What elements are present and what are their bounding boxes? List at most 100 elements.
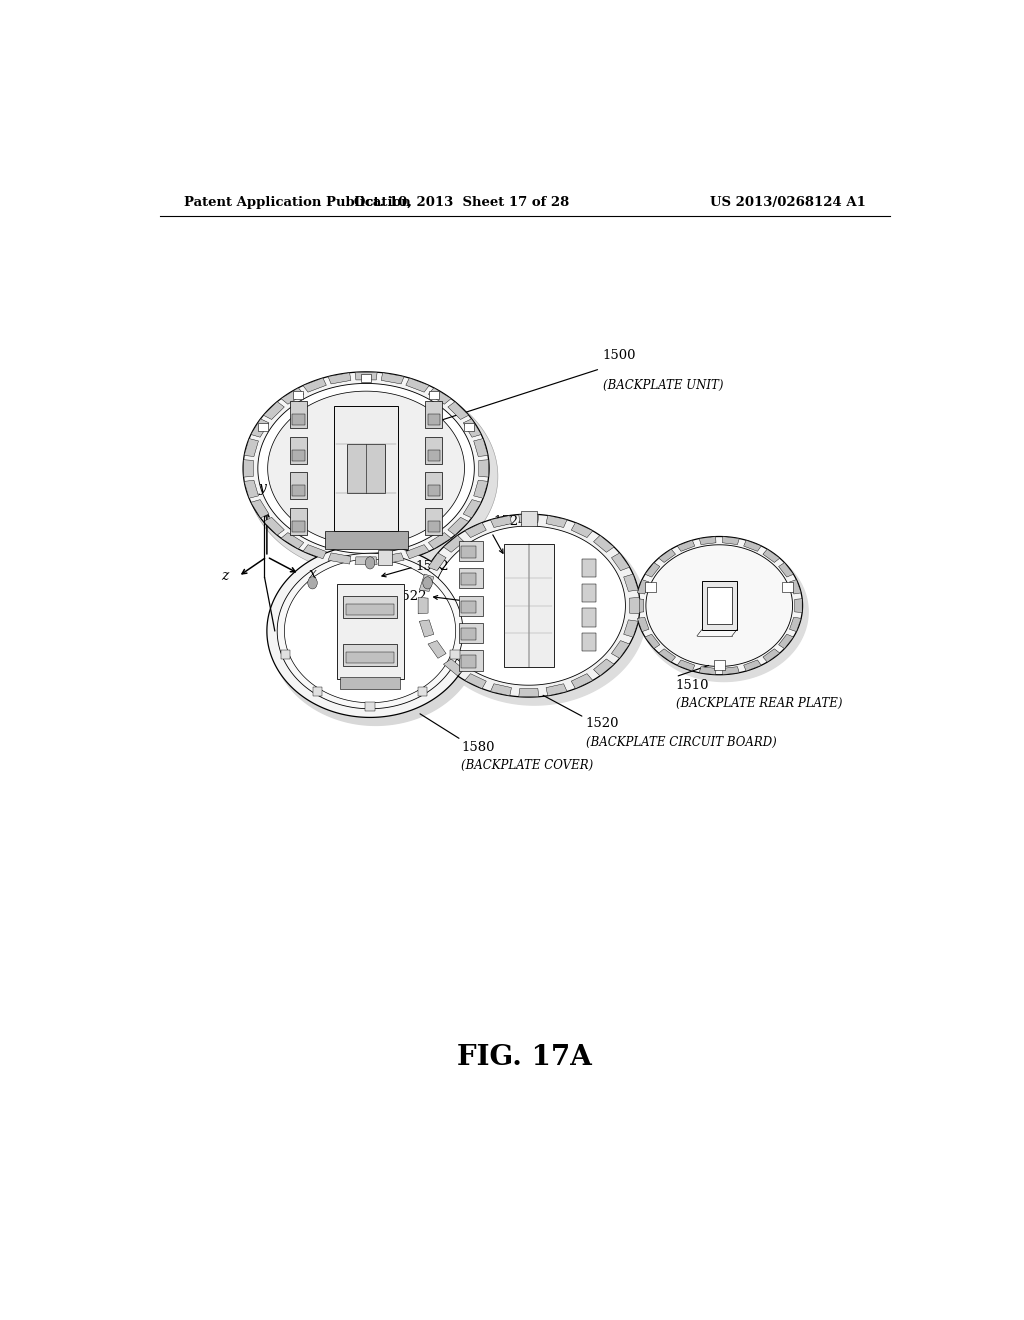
Polygon shape <box>418 598 428 614</box>
Bar <box>325 531 408 549</box>
Bar <box>343 644 397 665</box>
Polygon shape <box>419 574 434 591</box>
Bar <box>292 414 305 425</box>
Bar <box>427 521 440 532</box>
Bar <box>701 581 736 630</box>
Text: (BACKPLATE CIRCUIT BOARD): (BACKPLATE CIRCUIT BOARD) <box>586 735 776 748</box>
Polygon shape <box>479 459 488 477</box>
Polygon shape <box>251 418 269 437</box>
Bar <box>292 450 305 461</box>
Bar <box>461 573 476 585</box>
Polygon shape <box>645 634 659 648</box>
Polygon shape <box>699 667 716 675</box>
Bar <box>290 508 307 535</box>
Polygon shape <box>447 401 469 420</box>
Polygon shape <box>519 515 539 523</box>
Polygon shape <box>303 378 327 392</box>
Polygon shape <box>743 660 761 671</box>
Polygon shape <box>443 659 464 676</box>
Polygon shape <box>677 540 694 552</box>
Bar <box>459 541 483 561</box>
Polygon shape <box>381 553 404 564</box>
Polygon shape <box>247 378 498 576</box>
Bar <box>293 391 303 399</box>
Polygon shape <box>546 684 567 696</box>
Polygon shape <box>630 598 639 614</box>
Polygon shape <box>244 480 258 498</box>
Text: z: z <box>221 569 228 583</box>
Polygon shape <box>355 557 377 565</box>
Circle shape <box>423 577 432 589</box>
Polygon shape <box>443 536 464 552</box>
Bar <box>645 582 656 593</box>
Polygon shape <box>281 532 304 549</box>
Bar <box>461 601 476 612</box>
Polygon shape <box>267 391 465 545</box>
Bar <box>281 649 290 659</box>
Bar <box>418 688 427 697</box>
Polygon shape <box>637 618 649 631</box>
Bar <box>459 651 483 671</box>
Polygon shape <box>328 553 351 564</box>
Bar <box>782 582 794 593</box>
Text: 1522: 1522 <box>393 590 427 603</box>
Polygon shape <box>267 545 473 717</box>
Text: 1500: 1500 <box>602 348 636 362</box>
Bar <box>425 437 442 463</box>
Bar <box>347 445 385 492</box>
Text: 1524: 1524 <box>494 515 526 528</box>
Polygon shape <box>419 620 434 638</box>
Bar <box>340 677 400 689</box>
Polygon shape <box>432 527 626 685</box>
Polygon shape <box>244 459 253 477</box>
Bar <box>258 424 268 432</box>
Bar <box>459 595 483 615</box>
Polygon shape <box>763 649 780 663</box>
Text: Oct. 10, 2013  Sheet 17 of 28: Oct. 10, 2013 Sheet 17 of 28 <box>353 197 569 209</box>
Polygon shape <box>263 517 285 535</box>
Circle shape <box>366 557 375 569</box>
Polygon shape <box>658 649 676 663</box>
Bar <box>461 656 476 668</box>
Polygon shape <box>406 545 429 558</box>
Text: (BACKPLATE REAR PLATE): (BACKPLATE REAR PLATE) <box>676 697 842 710</box>
Text: (BACKPLATE COVER): (BACKPLATE COVER) <box>461 759 594 772</box>
Polygon shape <box>428 553 446 570</box>
Polygon shape <box>490 516 511 528</box>
Bar <box>461 628 476 640</box>
Polygon shape <box>658 549 676 562</box>
Bar <box>427 486 440 496</box>
Polygon shape <box>465 523 486 537</box>
Bar <box>464 424 474 432</box>
Bar <box>707 587 732 624</box>
Polygon shape <box>243 372 489 565</box>
Bar <box>366 702 375 710</box>
Text: FIG. 17A: FIG. 17A <box>458 1044 592 1072</box>
Polygon shape <box>328 372 351 384</box>
Polygon shape <box>790 618 801 631</box>
Bar <box>461 545 476 558</box>
Bar <box>290 437 307 463</box>
Bar <box>521 511 537 527</box>
Polygon shape <box>790 579 801 594</box>
Polygon shape <box>640 543 808 681</box>
Polygon shape <box>244 438 258 457</box>
Text: Patent Application Publication: Patent Application Publication <box>183 197 411 209</box>
Text: (BACKPLATE UNIT): (BACKPLATE UNIT) <box>602 379 723 392</box>
Polygon shape <box>594 536 614 552</box>
Polygon shape <box>723 667 739 675</box>
Polygon shape <box>778 634 794 648</box>
Text: y: y <box>259 480 267 495</box>
Polygon shape <box>418 515 640 697</box>
Polygon shape <box>474 480 488 498</box>
Polygon shape <box>636 599 644 612</box>
Polygon shape <box>611 553 630 570</box>
Polygon shape <box>251 499 269 517</box>
Polygon shape <box>611 640 630 659</box>
Polygon shape <box>263 401 285 420</box>
Bar <box>582 609 596 627</box>
Bar <box>714 660 725 671</box>
Polygon shape <box>281 388 304 404</box>
Polygon shape <box>285 560 456 702</box>
Bar <box>378 550 392 565</box>
